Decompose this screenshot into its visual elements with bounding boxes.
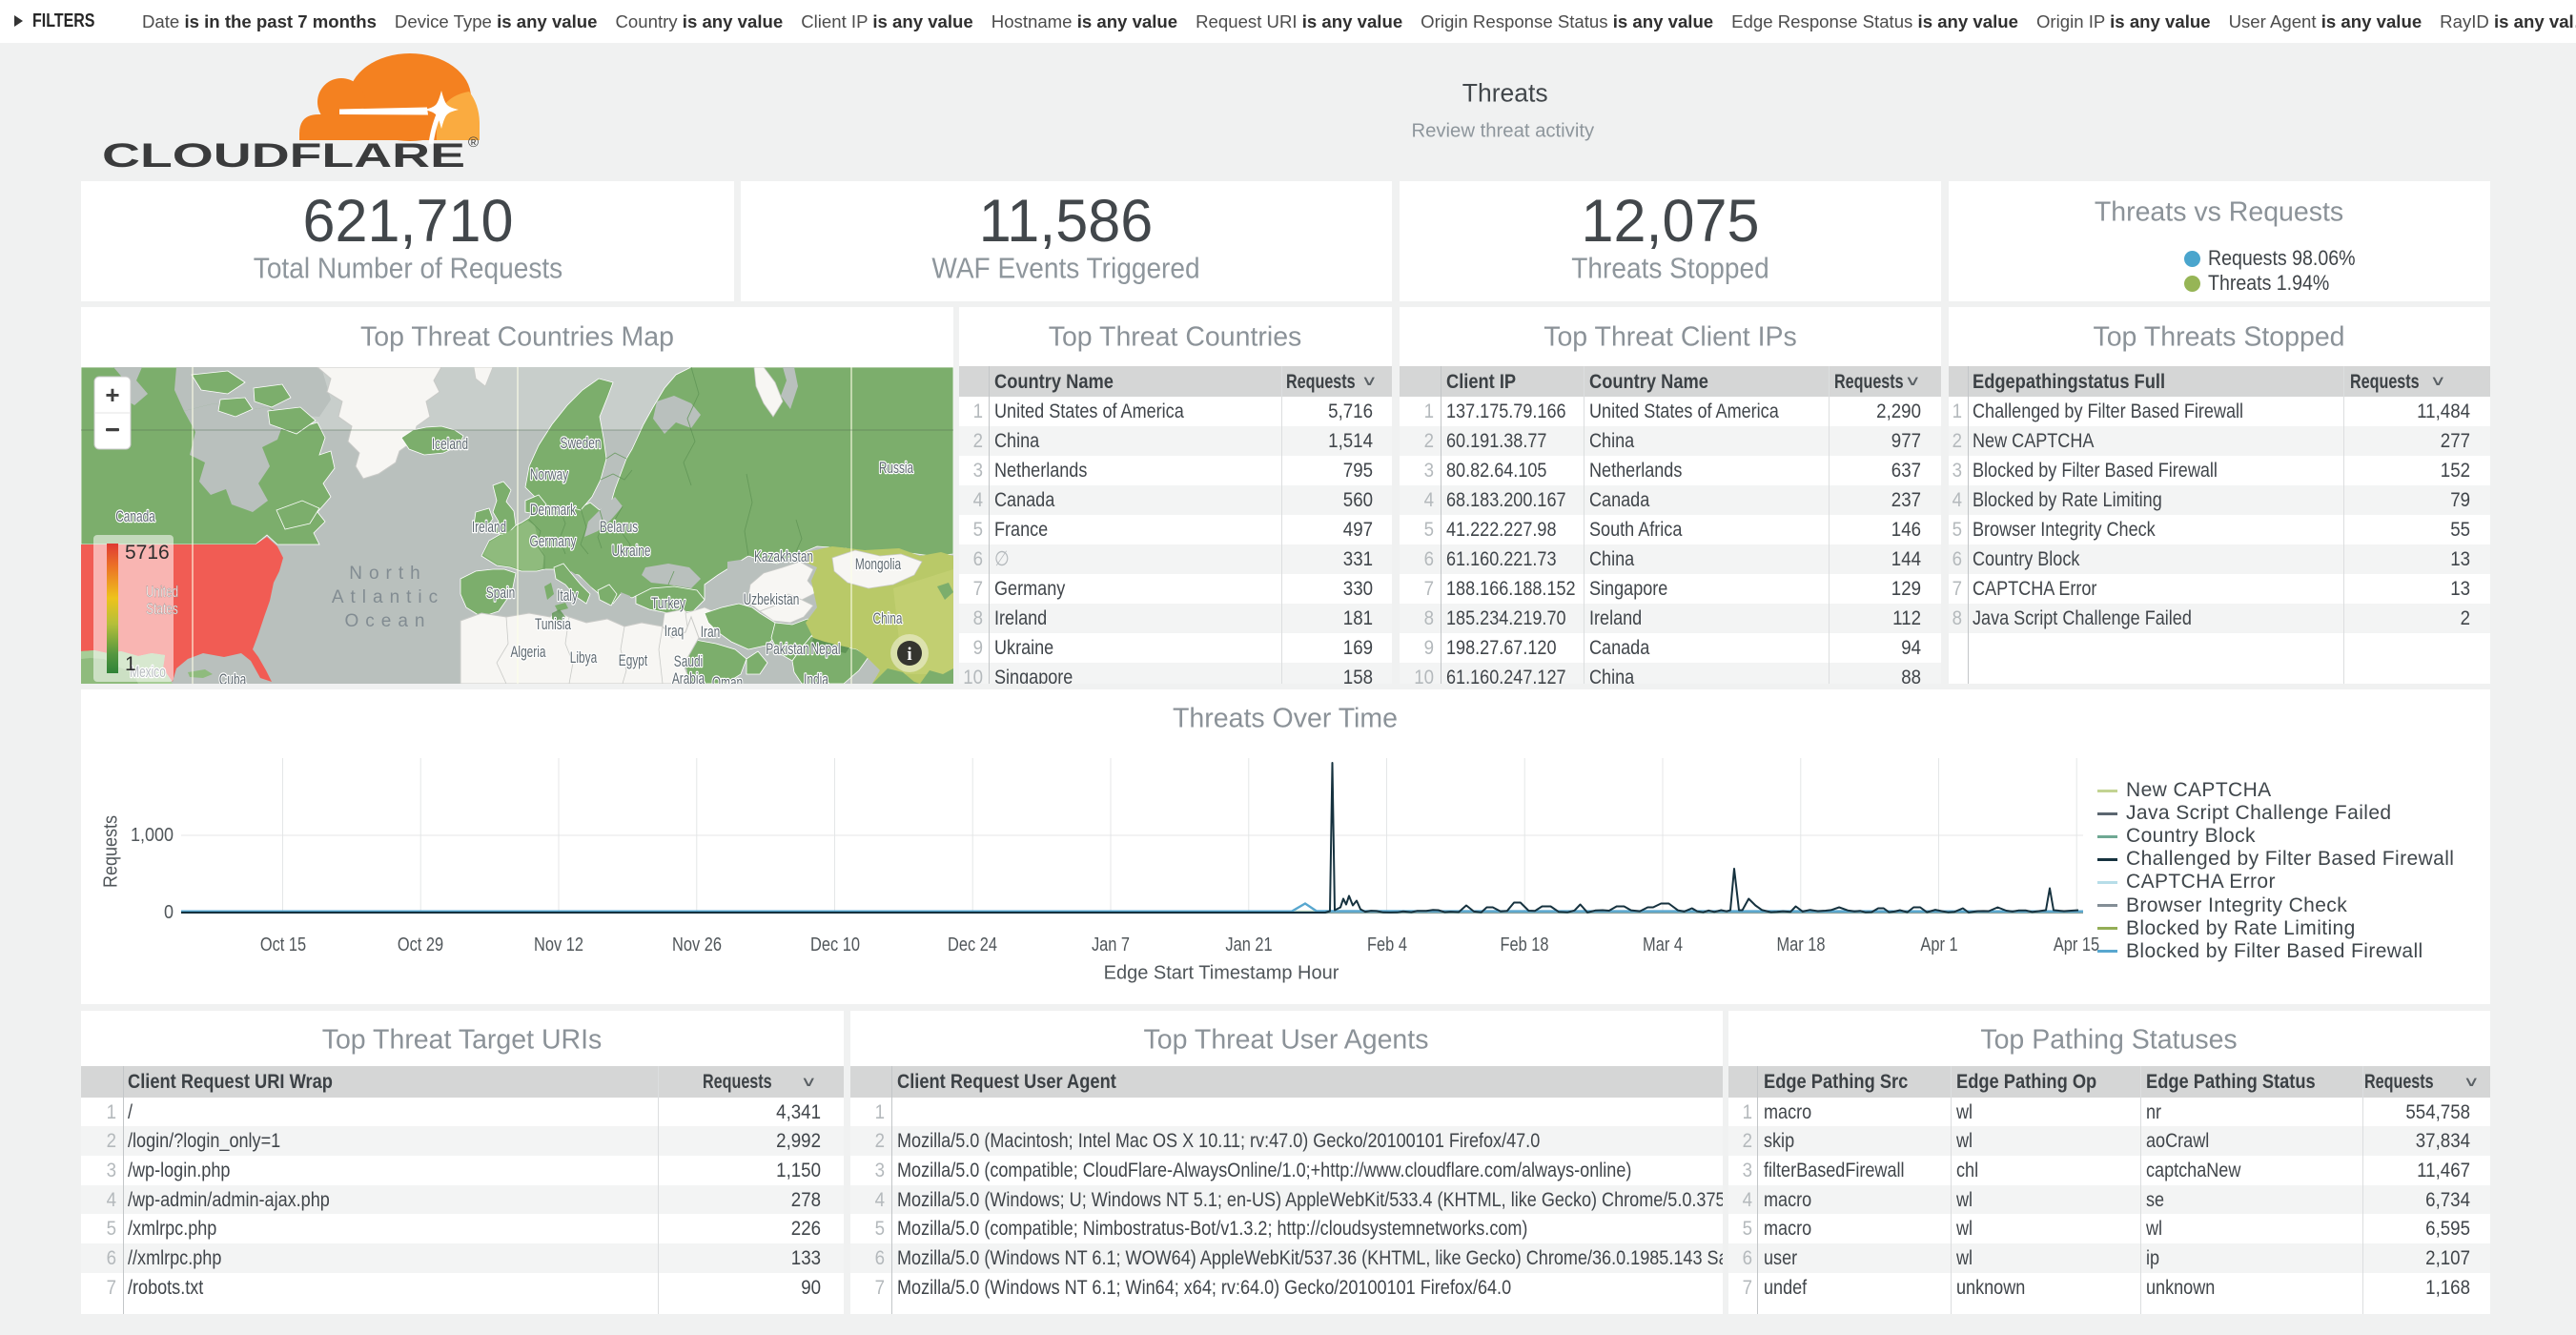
svg-text:Ireland: Ireland	[472, 519, 506, 536]
svg-text:CLOUDFLARE: CLOUDFLARE	[102, 137, 465, 175]
svg-text:Norway: Norway	[530, 466, 569, 483]
svg-text:Denmark: Denmark	[530, 502, 577, 519]
svg-text:1: 1	[125, 653, 136, 675]
svg-text:Ocean: Ocean	[345, 611, 432, 631]
svg-text:India: India	[804, 671, 828, 684]
svg-text:China: China	[873, 610, 904, 627]
svg-text:Iran: Iran	[701, 624, 721, 641]
svg-text:States: States	[146, 601, 178, 618]
svg-text:North: North	[349, 564, 426, 584]
svg-text:Saudi: Saudi	[674, 653, 703, 670]
svg-text:Nepal: Nepal	[811, 641, 841, 658]
svg-text:Russia: Russia	[879, 460, 914, 477]
svg-text:United: United	[146, 584, 178, 601]
svg-text:Ukraine: Ukraine	[612, 543, 651, 560]
svg-text:+: +	[105, 380, 119, 409]
svg-text:i: i	[907, 645, 911, 665]
svg-text:Kazakhstan: Kazakhstan	[754, 548, 813, 565]
svg-text:Atlantic: Atlantic	[332, 587, 444, 607]
svg-text:Iraq: Iraq	[664, 623, 685, 640]
svg-text:Arabia: Arabia	[672, 670, 705, 684]
svg-text:Cuba: Cuba	[219, 671, 247, 684]
svg-text:®: ®	[468, 134, 479, 151]
svg-text:5716: 5716	[125, 542, 170, 564]
svg-text:Spain: Spain	[486, 585, 515, 602]
svg-text:Algeria: Algeria	[511, 644, 547, 661]
svg-text:Germany: Germany	[530, 533, 577, 550]
svg-text:Egypt: Egypt	[619, 652, 648, 669]
svg-text:Libya: Libya	[570, 649, 598, 667]
svg-text:Sweden: Sweden	[561, 435, 602, 452]
svg-text:Belarus: Belarus	[600, 519, 638, 536]
svg-text:Tunisia: Tunisia	[535, 616, 571, 633]
svg-text:Turkey: Turkey	[651, 595, 685, 612]
svg-text:Mongolia: Mongolia	[855, 556, 902, 573]
svg-text:Oman: Oman	[712, 674, 743, 684]
svg-text:Uzbekistan: Uzbekistan	[744, 591, 800, 608]
svg-text:Pakistan: Pakistan	[766, 641, 809, 658]
svg-text:Iceland: Iceland	[432, 436, 468, 453]
svg-text:Canada: Canada	[115, 508, 155, 525]
svg-text:Italy: Italy	[557, 587, 578, 605]
